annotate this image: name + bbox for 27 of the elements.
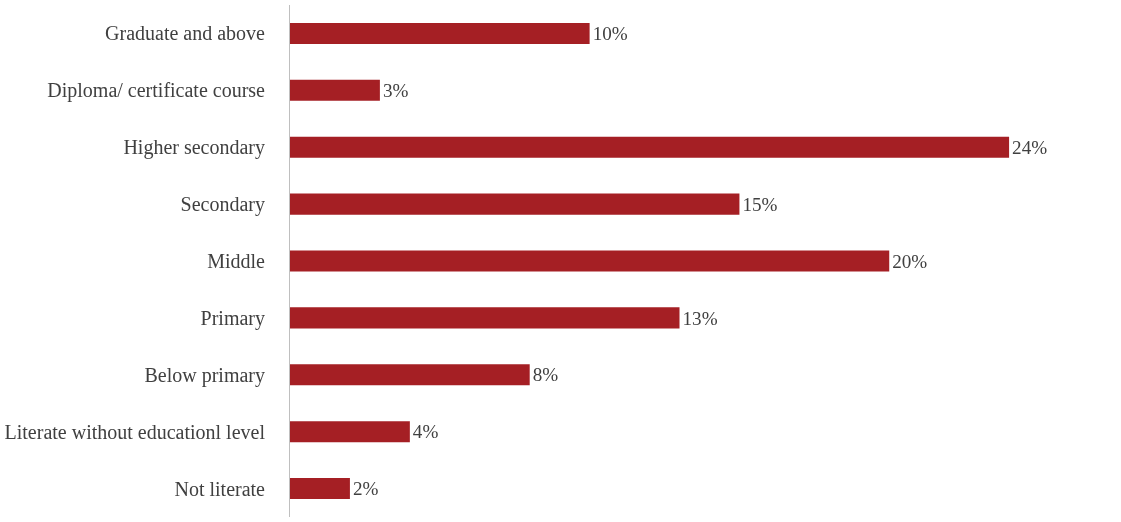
data-label: 3% — [382, 80, 409, 102]
data-label: 15% — [742, 193, 778, 215]
data-label: 24% — [1012, 136, 1048, 158]
bar — [290, 250, 890, 272]
bar — [290, 136, 1010, 158]
y-tick-label: Below primary — [144, 363, 265, 387]
y-tick-label: Diploma/ certificate course — [47, 79, 266, 103]
bar — [290, 193, 740, 215]
y-tick-label: Primary — [200, 306, 265, 330]
y-tick-label: Secondary — [180, 193, 265, 217]
bar — [290, 22, 590, 44]
data-label: 8% — [532, 364, 559, 386]
data-label: 4% — [412, 421, 439, 443]
data-label: 20% — [892, 250, 928, 272]
bar — [290, 421, 410, 443]
bar — [290, 478, 350, 500]
y-tick-label: Not literate — [174, 477, 266, 500]
bar — [290, 364, 530, 386]
y-tick-label: Higher secondary — [123, 136, 265, 160]
bar — [290, 79, 380, 101]
y-tick-label: Middle — [207, 250, 266, 272]
data-label: 10% — [592, 23, 628, 45]
data-label: 13% — [682, 307, 718, 329]
y-tick-label: Graduate and above — [105, 22, 266, 45]
y-tick-label: Literate without educationl level — [4, 420, 266, 443]
data-label: 2% — [352, 478, 379, 500]
bar — [290, 307, 680, 329]
